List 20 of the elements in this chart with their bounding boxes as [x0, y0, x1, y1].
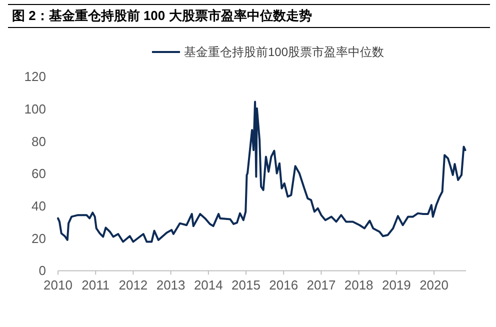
x-tick-label: 2017: [306, 278, 336, 293]
x-tick-label: 2013: [156, 278, 186, 293]
y-tick-label: 40: [32, 198, 46, 214]
y-tick-label: 20: [32, 230, 46, 246]
y-tick-label: 0: [38, 263, 46, 278]
x-tick-label: 2014: [194, 278, 223, 293]
x-tick-label: 2010: [44, 278, 72, 293]
chart-title: 图 2：基金重仓持股前 100 大股票市盈率中位数走势: [12, 8, 312, 23]
x-tick-label: 2011: [82, 278, 110, 293]
x-tick-label: 2015: [232, 278, 260, 293]
x-tick-label: 2018: [344, 278, 374, 293]
x-tick-label: 2016: [269, 278, 298, 293]
y-tick-label: 120: [24, 69, 46, 84]
x-tick-label: 2020: [420, 278, 448, 293]
x-tick-label: 2012: [118, 278, 148, 293]
legend-label: 基金重仓持股前100股票市盈率中位数: [184, 45, 384, 59]
y-tick-label: 60: [32, 166, 46, 182]
x-tick-label: 2019: [382, 278, 411, 293]
y-tick-label: 100: [24, 102, 46, 117]
y-tick-label: 80: [32, 134, 46, 149]
